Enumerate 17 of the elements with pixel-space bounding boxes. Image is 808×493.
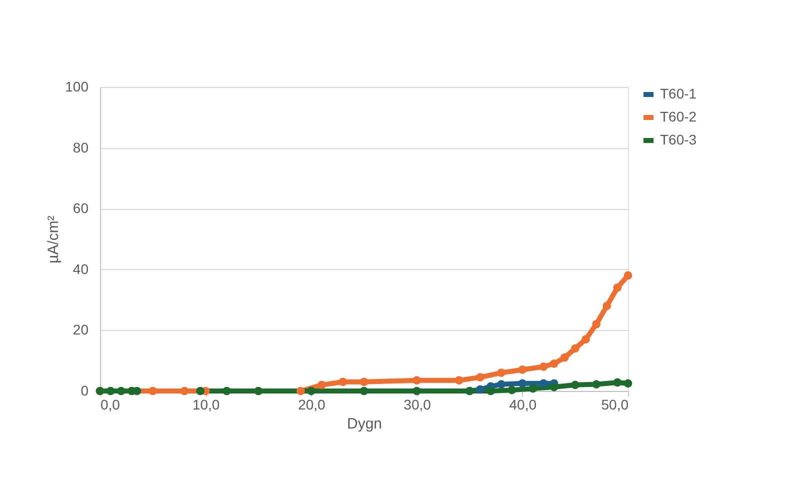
x-tick-label: 20,0 — [298, 396, 326, 412]
x-axis-title: Dygn — [346, 416, 382, 432]
legend-label: T60-3 — [660, 132, 697, 148]
y-axis-title: µA/cm² — [45, 216, 62, 264]
y-tick-label: 0 — [80, 382, 89, 398]
y-tick-label: 40 — [72, 260, 89, 277]
y-tick-label: 20 — [72, 322, 89, 338]
y-tick-label: 80 — [72, 139, 89, 156]
x-tick-label: 10,0 — [192, 396, 220, 412]
x-tick-label: 30,0 — [404, 396, 432, 412]
x-tick-label: 0,0 — [100, 396, 120, 412]
legend-label: T60-2 — [660, 108, 697, 124]
x-tick-label: 40,0 — [509, 396, 537, 412]
legend-label: T60-1 — [660, 86, 697, 102]
x-tick-label: 50,0 — [601, 396, 629, 412]
y-tick-label: 60 — [72, 200, 89, 216]
y-tick-label: 100 — [65, 78, 89, 94]
